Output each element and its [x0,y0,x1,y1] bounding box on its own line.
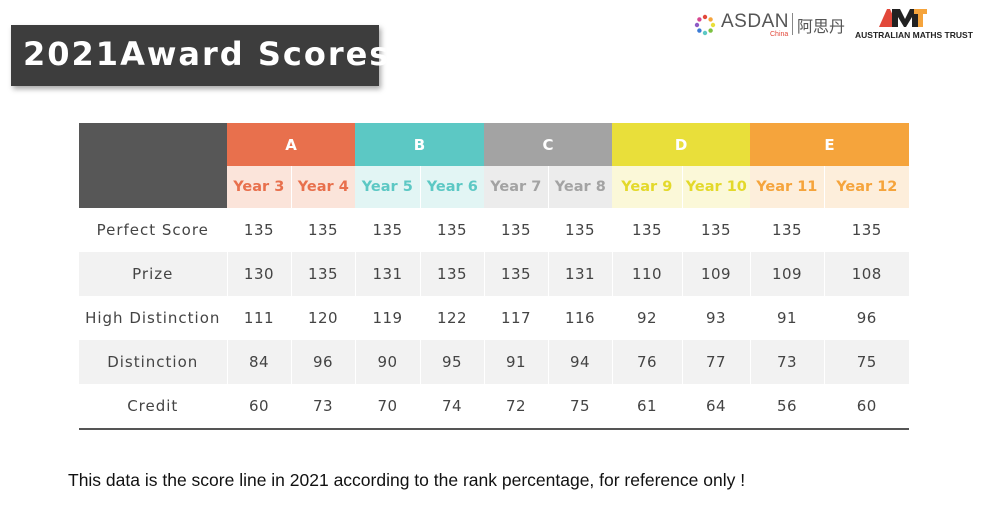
score-cell: 73 [749,340,825,384]
table-row-high-distinction: High Distinction 111 120 119 122 117 116… [79,296,910,340]
asdan-logo-text: ASDAN [721,11,789,32]
group-header-b: B [355,123,485,166]
year-header: Year 6 [420,166,485,208]
logo-divider [792,13,793,35]
table-row-perfect-score: Perfect Score 135 135 135 135 135 135 13… [79,208,910,252]
score-cell: 135 [419,208,485,252]
title-banner: 2021Award Scores [11,25,388,86]
score-cell: 109 [749,252,825,296]
score-cell: 135 [611,208,683,252]
score-cell: 135 [547,208,613,252]
score-cell: 93 [681,296,751,340]
year-header: Year 4 [291,166,356,208]
score-cell: 135 [354,208,421,252]
score-cell: 56 [749,384,825,430]
group-header-e: E [750,123,910,166]
score-cell: 61 [611,384,683,430]
score-cell: 76 [611,340,683,384]
group-header-row: A B C D E [79,123,910,208]
score-cell: 135 [749,208,825,252]
score-cell: 135 [419,252,485,296]
score-cell: 64 [681,384,751,430]
score-cell: 135 [823,208,910,252]
table-row-distinction: Distinction 84 96 90 95 91 94 76 77 73 7… [79,340,910,384]
score-cell: 70 [354,384,421,430]
row-label: Credit [79,384,227,430]
year-header: Year 9 [612,166,683,208]
score-cell: 94 [547,340,613,384]
table-row-prize: Prize 130 135 131 135 135 131 110 109 10… [79,252,910,296]
row-label: High Distinction [79,296,227,340]
score-cell: 116 [547,296,613,340]
score-cell: 75 [823,340,910,384]
score-cell: 131 [354,252,421,296]
row-label: Distinction [79,340,227,384]
score-cell: 90 [354,340,421,384]
score-cell: 111 [226,296,291,340]
asdan-logo-icon [694,14,716,36]
score-cell: 135 [483,208,549,252]
score-cell: 135 [681,208,751,252]
score-cell: 135 [290,208,356,252]
group-header-a: A [227,123,356,166]
scores-table: A B C D E Year 3 Year 4 Year 5 Year 6 Ye… [79,123,910,430]
score-cell: 108 [823,252,910,296]
group-header-c: C [484,123,613,166]
score-cell: 117 [483,296,549,340]
score-cell: 120 [290,296,356,340]
score-cell: 96 [823,296,910,340]
year-header-row: Year 3 Year 4 Year 5 Year 6 Year 7 Year … [79,166,910,208]
score-cell: 72 [483,384,549,430]
score-cell: 74 [419,384,485,430]
year-header: Year 11 [750,166,825,208]
score-cell: 60 [226,384,291,430]
score-cell: 75 [547,384,613,430]
year-header: Year 5 [355,166,421,208]
amt-logo-icon [879,9,927,27]
row-label: Prize [79,252,227,296]
year-header: Year 3 [227,166,292,208]
row-label: Perfect Score [79,208,227,252]
year-header: Year 8 [548,166,613,208]
year-header: Year 12 [824,166,910,208]
score-cell: 122 [419,296,485,340]
asdan-logo-chinese: 阿思丹 [797,17,846,36]
year-header: Year 7 [484,166,549,208]
score-cell: 96 [290,340,356,384]
score-cell: 119 [354,296,421,340]
group-header-d: D [612,123,751,166]
score-cell: 109 [681,252,751,296]
footnote: This data is the score line in 2021 acco… [68,470,746,490]
logo-area: ASDAN China 阿思丹 AUSTRALIAN MATHS TRUST [690,8,982,42]
amt-logo-subtext: AUSTRALIAN MATHS TRUST [855,30,973,40]
score-cell: 135 [226,208,291,252]
score-cell: 91 [483,340,549,384]
score-cell: 135 [290,252,356,296]
table-row-credit: Credit 60 73 70 74 72 75 61 64 56 60 [79,384,910,430]
asdan-logo-subtext: China [770,31,789,38]
score-cell: 131 [547,252,613,296]
score-cell: 130 [226,252,291,296]
score-cell: 135 [483,252,549,296]
score-cell: 91 [749,296,825,340]
score-cell: 73 [290,384,356,430]
score-cell: 92 [611,296,683,340]
header-corner [79,123,227,208]
score-cell: 95 [419,340,485,384]
page-title: 2021Award Scores [23,35,391,73]
score-cell: 77 [681,340,751,384]
year-header: Year 10 [682,166,751,208]
score-cell: 110 [611,252,683,296]
score-cell: 60 [823,384,910,430]
score-cell: 84 [226,340,291,384]
